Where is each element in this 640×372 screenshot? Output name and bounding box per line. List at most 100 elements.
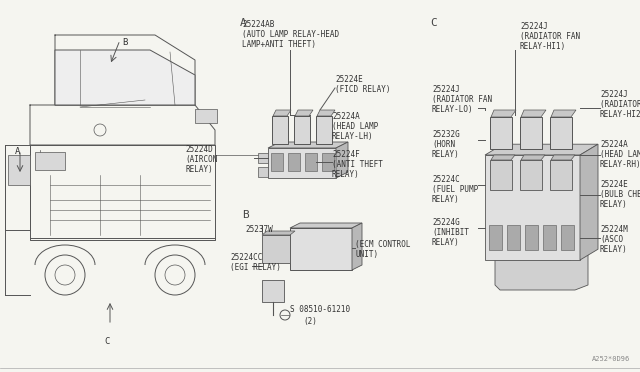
- Text: (RADIATOR FAN: (RADIATOR FAN: [520, 32, 580, 41]
- Text: (EGI RELAY): (EGI RELAY): [230, 263, 281, 272]
- Text: UNIT): UNIT): [355, 250, 378, 259]
- Polygon shape: [273, 110, 291, 116]
- Text: (HEAD LAMP: (HEAD LAMP: [332, 122, 378, 131]
- Bar: [35, 152, 65, 170]
- Polygon shape: [268, 148, 336, 178]
- Polygon shape: [525, 225, 538, 250]
- Text: RELAY-LO): RELAY-LO): [432, 105, 474, 114]
- Polygon shape: [491, 110, 516, 117]
- Polygon shape: [271, 153, 283, 171]
- Text: (FICD RELAY): (FICD RELAY): [335, 85, 390, 94]
- Text: 25224M: 25224M: [600, 225, 628, 234]
- Text: C: C: [430, 18, 436, 28]
- Polygon shape: [305, 153, 317, 171]
- Polygon shape: [551, 155, 575, 160]
- Text: 25224CC: 25224CC: [230, 253, 262, 262]
- Polygon shape: [507, 225, 520, 250]
- Text: 25224E: 25224E: [335, 75, 363, 84]
- Polygon shape: [258, 167, 268, 177]
- Polygon shape: [550, 160, 572, 190]
- Polygon shape: [290, 228, 352, 270]
- Bar: [195, 109, 217, 123]
- Text: 25224J: 25224J: [432, 85, 460, 94]
- Text: 25224A: 25224A: [332, 112, 360, 121]
- Polygon shape: [258, 153, 268, 163]
- Text: (INHIBIT: (INHIBIT: [432, 228, 469, 237]
- Bar: [8, 155, 30, 185]
- Polygon shape: [491, 155, 515, 160]
- Polygon shape: [262, 231, 295, 235]
- Polygon shape: [272, 116, 288, 144]
- Text: RELAY): RELAY): [432, 195, 460, 204]
- Text: S 08510-61210: S 08510-61210: [290, 305, 350, 314]
- Text: C: C: [104, 337, 109, 346]
- Polygon shape: [490, 160, 512, 190]
- Text: 25224A: 25224A: [600, 140, 628, 149]
- Text: A: A: [240, 18, 247, 28]
- Text: 25224G: 25224G: [432, 218, 460, 227]
- Text: RELAY-HI2): RELAY-HI2): [600, 110, 640, 119]
- Polygon shape: [485, 155, 580, 260]
- Text: (RADIATOR FAN: (RADIATOR FAN: [600, 100, 640, 109]
- Polygon shape: [316, 116, 332, 144]
- Polygon shape: [495, 252, 588, 290]
- Text: RELAY): RELAY): [600, 245, 628, 254]
- Polygon shape: [262, 280, 284, 302]
- Text: (ANTI THEFT: (ANTI THEFT: [332, 160, 383, 169]
- Text: RELAY-RH): RELAY-RH): [600, 160, 640, 169]
- Polygon shape: [317, 110, 335, 116]
- Text: (RADIATOR FAN: (RADIATOR FAN: [432, 95, 492, 104]
- Text: (HEAD LAMP: (HEAD LAMP: [600, 150, 640, 159]
- Polygon shape: [489, 225, 502, 250]
- Text: (AUTO LAMP RELAY-HEAD: (AUTO LAMP RELAY-HEAD: [242, 30, 339, 39]
- Polygon shape: [561, 225, 574, 250]
- Text: 25224C: 25224C: [432, 175, 460, 184]
- Polygon shape: [490, 117, 512, 149]
- Text: (2): (2): [303, 317, 317, 326]
- Polygon shape: [520, 160, 542, 190]
- Polygon shape: [352, 223, 362, 270]
- Polygon shape: [290, 223, 362, 228]
- Polygon shape: [294, 116, 310, 144]
- Text: A252*0D96: A252*0D96: [592, 356, 630, 362]
- Polygon shape: [485, 144, 598, 155]
- Text: 25224AB: 25224AB: [242, 20, 275, 29]
- Text: RELAY-LH): RELAY-LH): [332, 132, 374, 141]
- Text: RELAY): RELAY): [185, 165, 212, 174]
- Text: B: B: [242, 210, 249, 220]
- Text: (BULB CHECK: (BULB CHECK: [600, 190, 640, 199]
- Polygon shape: [550, 117, 572, 149]
- Polygon shape: [336, 142, 348, 178]
- Polygon shape: [55, 50, 195, 105]
- Polygon shape: [521, 155, 545, 160]
- Text: (ASCO: (ASCO: [600, 235, 623, 244]
- Text: RELAY): RELAY): [332, 170, 360, 179]
- Text: RELAY): RELAY): [432, 150, 460, 159]
- Polygon shape: [295, 110, 313, 116]
- Text: RELAY): RELAY): [600, 200, 628, 209]
- Text: (FUEL PUMP: (FUEL PUMP: [432, 185, 478, 194]
- Text: RELAY-HI1): RELAY-HI1): [520, 42, 566, 51]
- Text: 25232G: 25232G: [432, 130, 460, 139]
- Polygon shape: [520, 117, 542, 149]
- Polygon shape: [521, 110, 546, 117]
- Text: 25224D: 25224D: [185, 145, 212, 154]
- Text: 25224F: 25224F: [332, 150, 360, 159]
- Polygon shape: [322, 153, 334, 171]
- Text: A: A: [15, 147, 20, 156]
- Text: (ECM CONTROL: (ECM CONTROL: [355, 240, 410, 249]
- Text: B: B: [122, 38, 127, 47]
- Text: (AIRCON: (AIRCON: [185, 155, 218, 164]
- Text: (HORN: (HORN: [432, 140, 455, 149]
- Polygon shape: [543, 225, 556, 250]
- Polygon shape: [268, 142, 348, 148]
- Text: 25237W: 25237W: [245, 225, 273, 234]
- Polygon shape: [551, 110, 576, 117]
- Text: 25224J: 25224J: [520, 22, 548, 31]
- Text: RELAY): RELAY): [432, 238, 460, 247]
- Polygon shape: [262, 235, 290, 263]
- Text: 25224J: 25224J: [600, 90, 628, 99]
- Text: LAMP+ANTI THEFT): LAMP+ANTI THEFT): [242, 40, 316, 49]
- Text: 25224E: 25224E: [600, 180, 628, 189]
- Polygon shape: [288, 153, 300, 171]
